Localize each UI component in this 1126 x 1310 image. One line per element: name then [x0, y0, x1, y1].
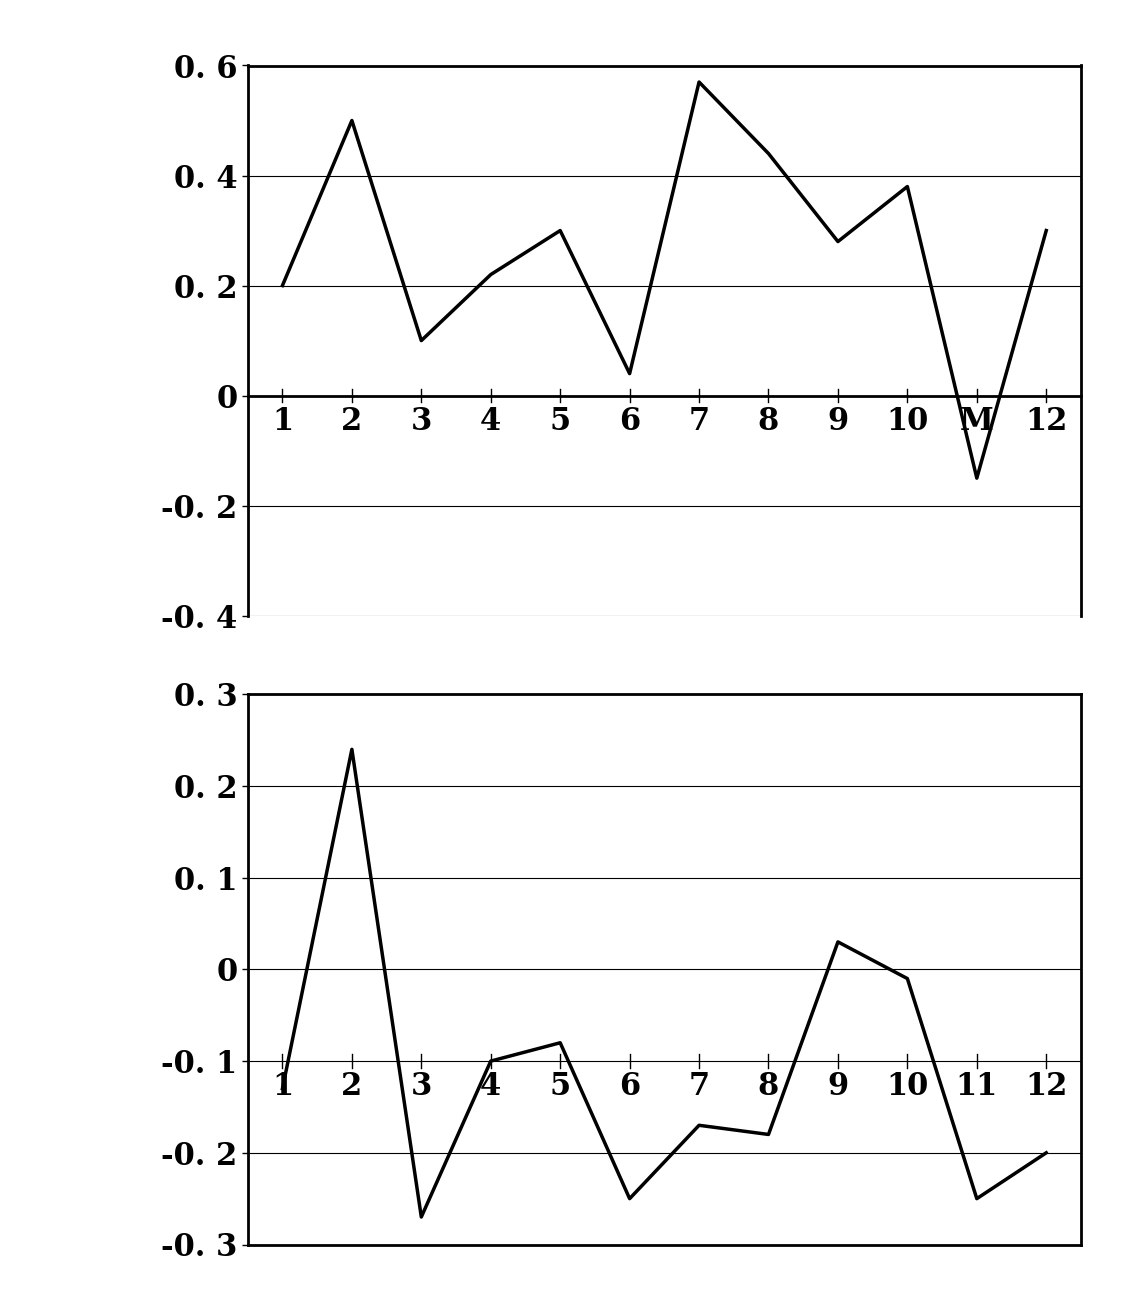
- Text: 6: 6: [619, 406, 641, 436]
- Text: 9: 9: [828, 406, 849, 436]
- Text: 4: 4: [480, 406, 501, 436]
- Text: 3: 3: [411, 406, 432, 436]
- Text: 11: 11: [956, 1072, 998, 1102]
- Text: 10: 10: [886, 1072, 929, 1102]
- Text: 1: 1: [271, 1072, 293, 1102]
- Text: 8: 8: [758, 1072, 779, 1102]
- Text: 8: 8: [758, 406, 779, 436]
- Text: 12: 12: [1025, 1072, 1067, 1102]
- Text: 7: 7: [688, 1072, 709, 1102]
- Text: 9: 9: [828, 1072, 849, 1102]
- Text: M: M: [960, 406, 993, 436]
- Text: 4: 4: [480, 1072, 501, 1102]
- Text: 10: 10: [886, 406, 929, 436]
- Text: 3: 3: [411, 1072, 432, 1102]
- Text: 5: 5: [549, 406, 571, 436]
- Text: 2: 2: [341, 406, 363, 436]
- Text: 7: 7: [688, 406, 709, 436]
- Text: 1: 1: [271, 406, 293, 436]
- Text: 12: 12: [1025, 406, 1067, 436]
- Text: 2: 2: [341, 1072, 363, 1102]
- Text: 5: 5: [549, 1072, 571, 1102]
- Text: 6: 6: [619, 1072, 641, 1102]
